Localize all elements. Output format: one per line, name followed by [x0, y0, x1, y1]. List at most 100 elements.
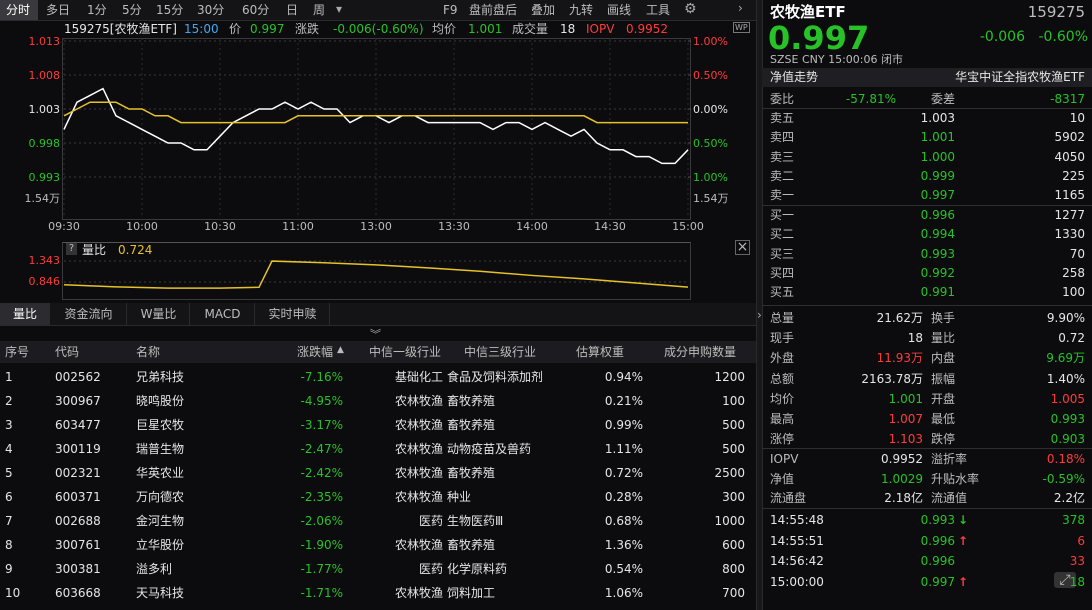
expand-icon[interactable]: ︾: [370, 328, 381, 341]
tick-volume: 378: [1062, 513, 1085, 527]
tab[interactable]: 资金流向: [64, 307, 113, 321]
collapse-icon[interactable]: ›: [738, 1, 743, 15]
cell: 600371: [55, 490, 101, 504]
field-value: 0.903: [1050, 432, 1085, 447]
sep: [762, 508, 1092, 509]
column-header[interactable]: 名称: [136, 345, 161, 359]
cell: 300381: [55, 562, 101, 576]
nav-title: 净值走势: [770, 70, 819, 84]
book-volume: 100: [1062, 285, 1085, 300]
cell: 农林牧渔: [394, 538, 443, 552]
cell: 畜牧养殖: [447, 466, 496, 480]
book-volume: 1277: [1054, 208, 1085, 222]
field-value: 2163.78万: [861, 371, 923, 386]
cell: 002321: [55, 466, 101, 480]
cell: 0.68%: [604, 514, 643, 528]
field-label: 流通盘: [770, 491, 807, 505]
active-period: [0, 0, 38, 20]
period-tab[interactable]: 分时: [6, 3, 31, 17]
period-tab[interactable]: 30分: [197, 3, 225, 17]
field-value: 11.93万: [876, 351, 923, 366]
cell: 兄弟科技: [136, 370, 185, 384]
tab[interactable]: 量比: [12, 307, 38, 321]
cell: 种业: [447, 490, 472, 504]
period-tab[interactable]: 5分: [122, 3, 142, 17]
cell: 3: [5, 418, 13, 432]
sort-icon[interactable]: ▲: [337, 345, 344, 355]
book-volume: 5902: [1054, 130, 1085, 145]
book-price: 0.999: [920, 168, 955, 183]
field-label: 总量: [770, 311, 795, 325]
tab[interactable]: 实时申赎: [268, 307, 317, 321]
nav-row-bg: [762, 68, 1092, 87]
period-tab[interactable]: 周: [313, 3, 326, 17]
tool-button[interactable]: 工具: [646, 3, 671, 17]
column-header[interactable]: 估算权重: [575, 345, 625, 359]
period-tab[interactable]: 多日: [46, 3, 71, 17]
settings-icon[interactable]: ⚙: [684, 1, 697, 17]
price-label: 价: [229, 22, 242, 36]
vol-label: 成交量: [512, 22, 549, 36]
dropdown-icon[interactable]: ▾: [336, 2, 343, 16]
avg: 1.001: [468, 22, 503, 36]
volume-axis-label: 1.54万: [693, 191, 729, 205]
book-label: 卖四: [770, 130, 795, 145]
field-value: 0.9952: [881, 452, 923, 466]
column-header[interactable]: 成分申购数量: [663, 345, 737, 359]
field-value: -0.59%: [1042, 471, 1085, 486]
book-price: 0.992: [920, 265, 955, 280]
iopv: 0.9952: [626, 22, 668, 36]
field-value: 0.72: [1058, 331, 1085, 346]
cell: 食品及饲料添加剂: [447, 370, 544, 384]
panel-toggle[interactable]: ›: [757, 308, 762, 322]
tool-button[interactable]: 盘前盘后: [469, 3, 518, 17]
book-label: 买二: [770, 227, 795, 242]
quote-meta: SZSE CNY 15:00:06 闭市: [770, 52, 903, 66]
close-icon[interactable]: ×: [735, 239, 750, 255]
tool-button[interactable]: F9: [443, 3, 458, 17]
column-header[interactable]: 代码: [55, 345, 80, 359]
cell: 1.36%: [604, 538, 643, 552]
tab[interactable]: W量比: [140, 307, 177, 321]
column-header[interactable]: 中信一级行业: [368, 345, 442, 359]
cell: 动物疫苗及兽药: [447, 442, 532, 456]
x-tick-label: 14:00: [516, 219, 548, 233]
tick-volume: 33: [1069, 554, 1085, 568]
cell: 0.72%: [604, 466, 643, 480]
fullscreen-icon[interactable]: ⤢: [1054, 572, 1076, 588]
y2-tick-label: 1.00%: [693, 170, 728, 184]
book-volume: 1165: [1054, 188, 1085, 203]
tool-button[interactable]: 叠加: [531, 3, 556, 17]
tab-bg: [0, 303, 50, 325]
field-value: 1.005: [1050, 391, 1085, 406]
field-label: 开盘: [931, 391, 956, 406]
book-label: 买三: [770, 246, 795, 261]
quote-change: -0.006: [979, 29, 1025, 45]
period-tab[interactable]: 60分: [242, 3, 270, 17]
book-volume: 70: [1069, 246, 1085, 261]
x-tick-label: 15:00: [672, 219, 704, 233]
period-tab[interactable]: 1分: [87, 3, 107, 17]
tab[interactable]: MACD: [204, 307, 241, 321]
book-price: 0.997: [920, 188, 955, 203]
x-tick-label: 09:30: [48, 219, 80, 233]
cell: 1000: [714, 514, 745, 528]
cell: 7: [5, 514, 13, 528]
help-icon[interactable]: ?: [66, 243, 77, 255]
column-header[interactable]: 涨跌幅: [296, 345, 333, 359]
period-tab[interactable]: 15分: [156, 3, 184, 17]
sep: [762, 305, 1092, 306]
period-tab[interactable]: 日: [286, 3, 299, 17]
tool-button[interactable]: 画线: [607, 3, 632, 17]
cell: 700: [722, 586, 745, 600]
wp-icon[interactable]: WP: [733, 22, 750, 33]
book-volume: 1330: [1054, 227, 1085, 242]
cell: 生物医药Ⅲ: [447, 514, 504, 528]
quote-name: 农牧渔ETF: [770, 2, 846, 21]
book-label: 买四: [770, 265, 795, 280]
column-header[interactable]: 序号: [5, 345, 30, 359]
cell: 基础化工: [394, 370, 443, 384]
column-header[interactable]: 中信三级行业: [463, 345, 537, 359]
cell: 晓鸣股份: [136, 394, 185, 408]
tool-button[interactable]: 九转: [569, 3, 594, 17]
